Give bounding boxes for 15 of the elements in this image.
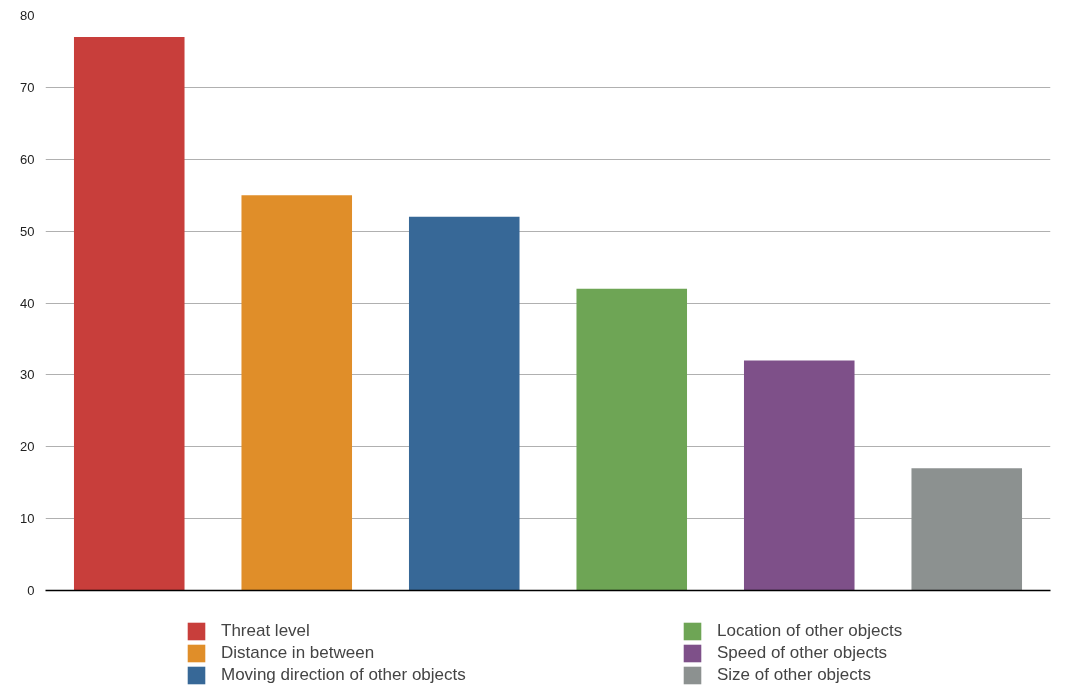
y-tick-label: 40 [20,295,35,311]
legend-label: Distance in between [221,643,376,663]
legend-label: Size of other objects [717,665,873,685]
legend-label: Location of other objects [717,621,904,641]
y-tick-label: 0 [27,583,35,598]
y-tick-label: 50 [20,223,35,239]
y-tick-label: 10 [20,511,35,527]
y-tick-label: 60 [20,151,35,167]
y-tick-label: 80 [20,8,35,23]
y-tick-label: 30 [20,367,35,383]
legend-label: Moving direction of other objects [221,665,467,685]
legend-label: Threat level [221,621,311,641]
y-tick-label: 70 [20,79,35,95]
legend-label: Speed of other objects [717,643,889,663]
y-tick-label: 20 [20,439,35,455]
